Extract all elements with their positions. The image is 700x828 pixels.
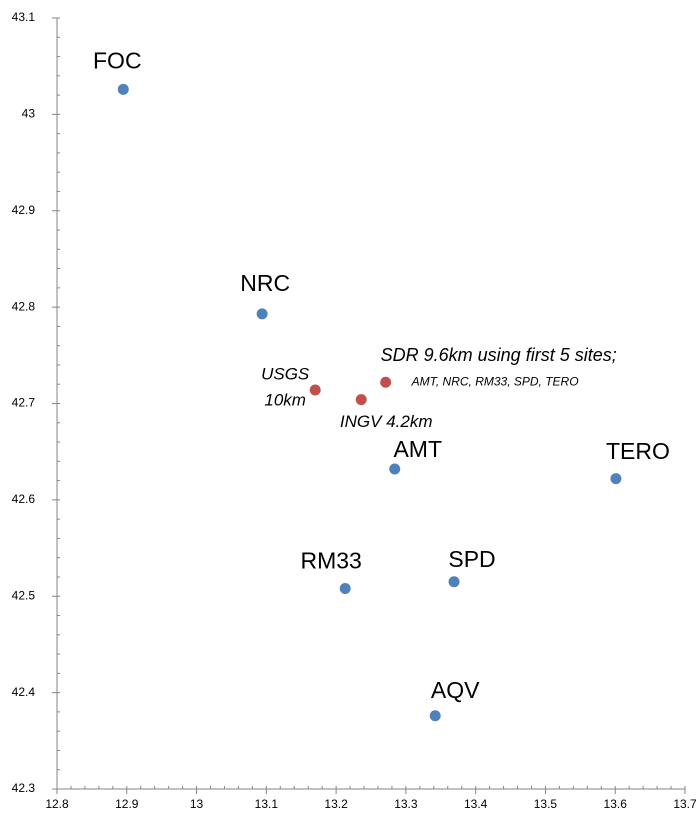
y-tick-label: 42.6 xyxy=(12,492,36,506)
point xyxy=(610,473,622,485)
point-label: FOC xyxy=(93,47,142,73)
y-tick-label: 42.5 xyxy=(12,588,36,602)
x-tick-label: 13 xyxy=(190,797,204,811)
x-tick-label: 13.3 xyxy=(394,797,418,811)
point-label: INGV 4.2km xyxy=(340,412,433,431)
y-tick-label: 42.9 xyxy=(12,203,36,217)
x-tick-label: 13.6 xyxy=(604,797,628,811)
point-label: AQV xyxy=(431,677,480,703)
point xyxy=(309,384,321,396)
point xyxy=(429,710,441,722)
point-label: USGS xyxy=(261,364,310,383)
point-label: RM33 xyxy=(301,548,362,574)
point xyxy=(448,576,460,588)
point-label: AMT, NRC, RM33, SPD, TERO xyxy=(411,374,579,388)
point xyxy=(256,308,268,320)
x-tick-label: 12.9 xyxy=(115,797,139,811)
x-tick-label: 12.8 xyxy=(45,797,69,811)
y-tick-label: 43 xyxy=(22,107,36,121)
point-label: SPD xyxy=(448,546,495,572)
point xyxy=(389,463,401,475)
point-label: NRC xyxy=(240,270,290,296)
x-tick-label: 13.1 xyxy=(255,797,279,811)
y-tick-label: 43.1 xyxy=(12,10,36,24)
y-tick-label: 42.7 xyxy=(12,396,36,410)
y-tick-label: 42.8 xyxy=(12,299,36,313)
point-label: AMT xyxy=(393,436,442,462)
point xyxy=(117,83,129,95)
point-label: TERO xyxy=(606,438,670,464)
point xyxy=(380,376,392,388)
x-tick-label: 13.2 xyxy=(324,797,348,811)
x-tick-label: 13.4 xyxy=(464,797,488,811)
x-tick-label: 13.7 xyxy=(673,797,697,811)
point-label: 10km xyxy=(264,390,306,409)
point-label: SDR 9.6km using first 5 sites; xyxy=(381,345,617,365)
x-tick-label: 13.5 xyxy=(534,797,558,811)
point xyxy=(339,583,351,595)
y-tick-label: 42.4 xyxy=(12,685,36,699)
y-tick-label: 42.3 xyxy=(12,781,36,795)
point xyxy=(355,394,367,406)
